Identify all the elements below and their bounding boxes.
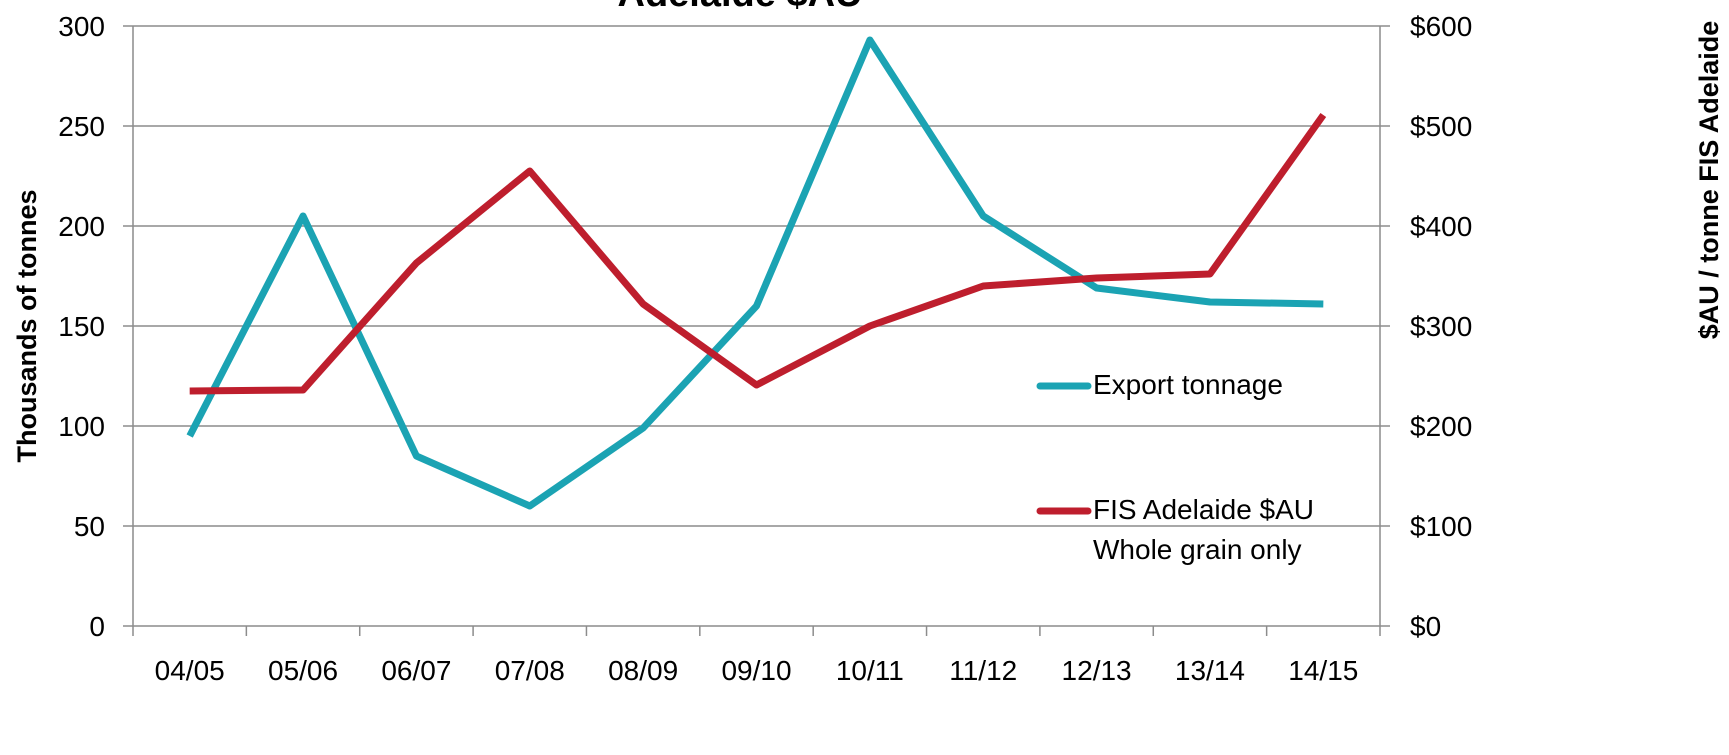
y2-tick-label: $0 [1410,611,1441,642]
y2-axis-title: $AU / tonne FIS Adelaide [1694,21,1724,340]
line-series [186,36,1324,510]
x-tick-label: 05/06 [268,655,338,686]
line-series [189,112,1327,395]
y2-tick-label: $400 [1410,211,1472,242]
x-tick-label: 13/14 [1175,655,1245,686]
legend-label: FIS Adelaide $AU Whole grain only [1093,494,1315,565]
y-tick-label: 0 [89,611,105,642]
x-tick-label: 12/13 [1062,655,1132,686]
x-tick-label: 09/10 [721,655,791,686]
y2-tick-label: $500 [1410,111,1472,142]
y-tick-label: 150 [58,311,105,342]
x-tick-label: 06/07 [381,655,451,686]
y-axis-title: Thousands of tonnes [12,190,42,463]
y-tick-label: 100 [58,411,105,442]
x-tick-label: 08/09 [608,655,678,686]
y2-tick-label: $200 [1410,411,1472,442]
x-tick-label: 04/05 [155,655,225,686]
x-tick-label: 07/08 [495,655,565,686]
y2-tick-label: $300 [1410,311,1472,342]
x-tick-label: 10/11 [836,655,904,686]
y2-tick-label: $100 [1410,511,1472,542]
chart-title: Adelaide $AU [618,0,863,15]
x-tick-label: 14/15 [1288,655,1358,686]
y-tick-label: 50 [74,511,105,542]
x-tick-label: 11/12 [949,655,1017,686]
y-tick-label: 200 [58,211,105,242]
legend-label: Export tonnage [1093,369,1283,400]
y-tick-label: 300 [58,11,105,42]
y2-tick-label: $600 [1410,11,1472,42]
y-tick-label: 250 [58,111,105,142]
